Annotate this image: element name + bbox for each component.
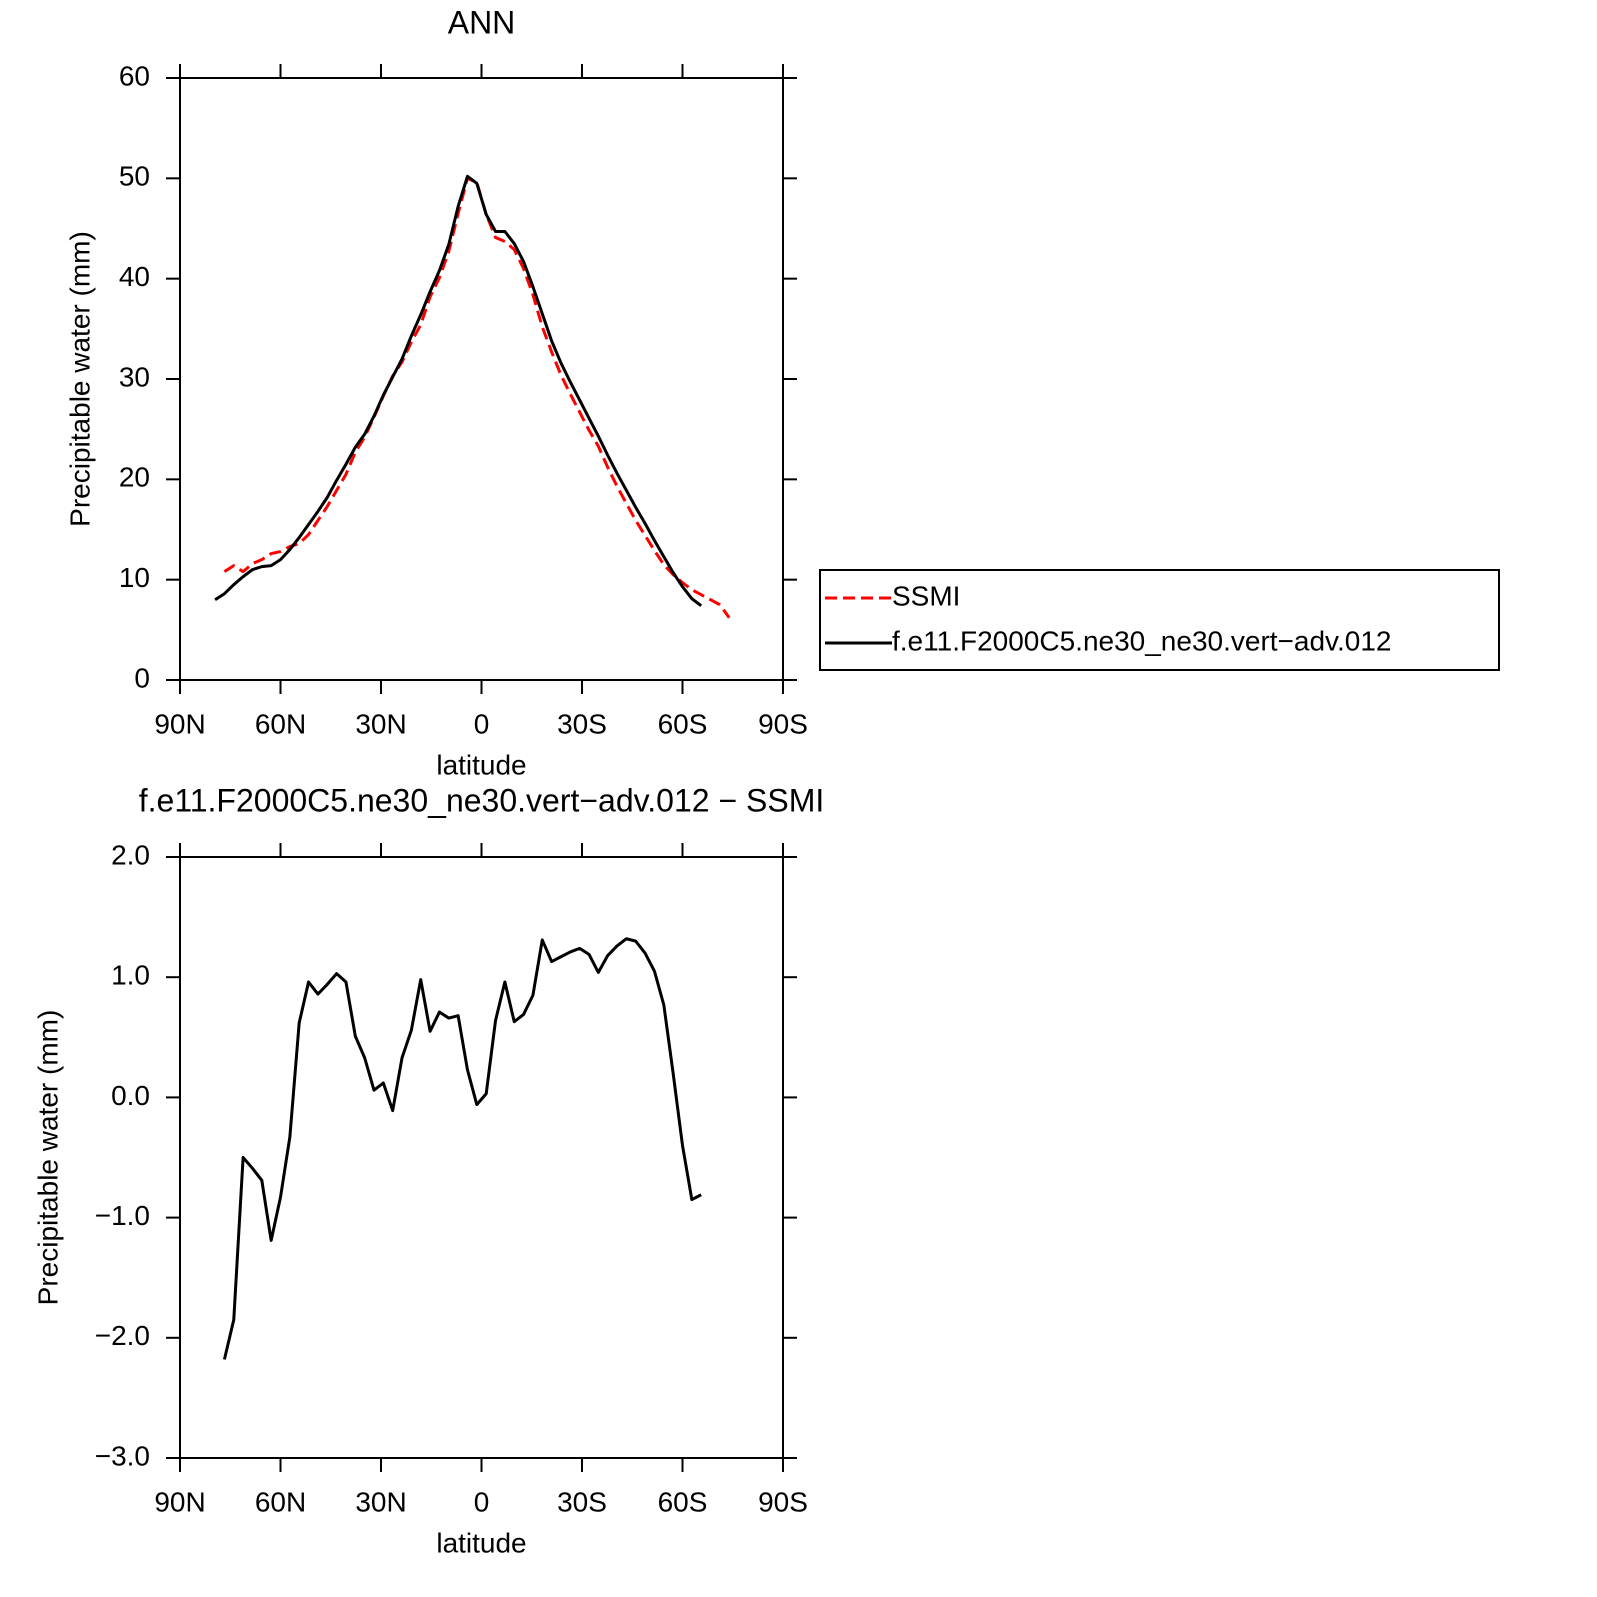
y-tick-label: 10	[119, 562, 150, 593]
chart-title: ANN	[448, 4, 516, 40]
x-tick-label: 60N	[255, 708, 306, 739]
y-tick-label: −3.0	[95, 1440, 150, 1471]
y-tick-label: 50	[119, 161, 150, 192]
legend-label: SSMI	[892, 580, 960, 611]
y-axis-label: Precipitable water (mm)	[32, 1010, 63, 1306]
y-tick-label: 20	[119, 462, 150, 493]
x-tick-label: 60N	[255, 1486, 306, 1517]
plot-frame	[179, 856, 784, 1459]
x-tick-label: 0	[474, 708, 490, 739]
x-tick-label: 90S	[758, 708, 808, 739]
y-tick-label: 0.0	[111, 1080, 150, 1111]
plot-frame	[179, 77, 784, 681]
x-tick-label: 0	[474, 1486, 490, 1517]
chart-title: f.e11.F2000C5.ne30_ne30.vert−adv.012 − S…	[139, 782, 825, 818]
x-tick-label: 30N	[355, 1486, 406, 1517]
x-tick-label: 60S	[658, 708, 708, 739]
x-tick-label: 60S	[658, 1486, 708, 1517]
y-tick-label: 0	[134, 662, 150, 693]
y-tick-label: 30	[119, 361, 150, 392]
y-tick-label: −1.0	[95, 1200, 150, 1231]
x-tick-label: 90S	[758, 1486, 808, 1517]
x-tick-label: 90N	[154, 1486, 205, 1517]
series-line	[214, 174, 703, 607]
y-tick-label: 2.0	[111, 839, 150, 870]
x-axis-label: latitude	[436, 749, 526, 780]
x-tick-label: 30S	[557, 708, 607, 739]
x-axis-label: latitude	[436, 1527, 526, 1558]
y-tick-label: 1.0	[111, 960, 150, 991]
y-tick-label: −2.0	[95, 1320, 150, 1351]
series-line	[222, 937, 702, 1360]
legend-box	[819, 569, 1500, 671]
x-tick-label: 90N	[154, 708, 205, 739]
y-axis-label: Precipitable water (mm)	[64, 231, 95, 527]
y-tick-label: 60	[119, 60, 150, 91]
series-line	[223, 176, 731, 619]
y-tick-label: 40	[119, 261, 150, 292]
x-tick-label: 30S	[557, 1486, 607, 1517]
x-tick-label: 30N	[355, 708, 406, 739]
legend-label: f.e11.F2000C5.ne30_ne30.vert−adv.012	[892, 625, 1391, 656]
